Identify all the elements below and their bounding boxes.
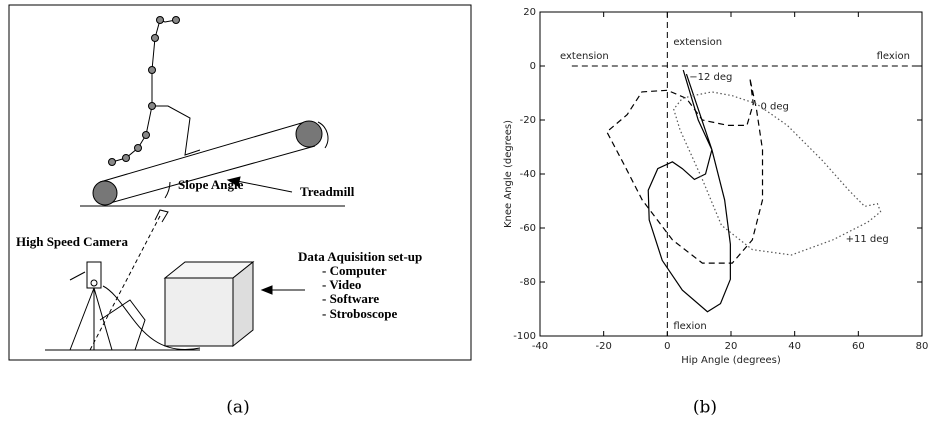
- x-tick-label: 80: [916, 341, 929, 352]
- leg-outline: [152, 105, 201, 156]
- belt-bottom: [109, 145, 316, 204]
- tripod: [93, 287, 113, 351]
- annotation: extension: [560, 51, 609, 62]
- y-tick-label: -100: [513, 331, 536, 342]
- curve: [673, 91, 882, 256]
- label: High Speed Camera: [16, 234, 128, 249]
- x-tick-label: -20: [595, 341, 611, 352]
- annotation: flexion: [673, 321, 706, 332]
- annotation: flexion: [877, 51, 910, 62]
- curve: [647, 69, 731, 313]
- arrow-head: [226, 176, 241, 187]
- y-tick-label: 20: [523, 7, 536, 18]
- x-tick-label: 40: [788, 341, 801, 352]
- x-tick-label: -40: [532, 341, 548, 352]
- y-axis-label: Knee Angle (degrees): [503, 120, 514, 228]
- belt-top: [99, 121, 306, 183]
- diagram-frame: [8, 4, 472, 361]
- curve-label: +11 deg: [846, 234, 889, 245]
- markers: [108, 16, 180, 166]
- curve: [606, 79, 764, 264]
- caption: (b): [693, 398, 717, 418]
- label: Data Aquisition set-up: [298, 249, 422, 264]
- treadmill-pointer: [231, 179, 293, 193]
- label: - Software: [322, 291, 379, 306]
- camera-lens: [90, 279, 98, 287]
- roller: [92, 180, 118, 206]
- label: - Stroboscope: [322, 306, 397, 321]
- y-tick-label: -80: [520, 277, 536, 288]
- y-tick-label: -20: [520, 115, 536, 126]
- x-axis-label: Hip Angle (degrees): [681, 355, 781, 366]
- y-tick-label: -60: [520, 223, 536, 234]
- tripod: [69, 287, 95, 351]
- setup-diagram: [8, 4, 472, 361]
- label: Treadmill: [300, 184, 355, 199]
- roller: [295, 120, 323, 148]
- curve-label: 0 deg: [760, 102, 788, 113]
- computer-box: [164, 277, 234, 347]
- arrow-head: [260, 285, 273, 295]
- plot: -40 -20 0 20 40 60 80 -100 -80 -60 -40 -20 0 20 Hip An…: [503, 7, 928, 366]
- label: Slope Angle: [178, 177, 244, 192]
- label: - Video: [322, 277, 361, 292]
- camera: [86, 261, 102, 289]
- annotation: extension: [673, 37, 722, 48]
- x-tick-label: 60: [852, 341, 865, 352]
- caption: (a): [226, 398, 249, 418]
- x-tick-label: 20: [725, 341, 738, 352]
- camera-pointer: [69, 271, 86, 281]
- curve-label: −12 deg: [689, 72, 732, 83]
- mirror: [154, 209, 169, 223]
- y-tick-label: 0: [530, 61, 536, 72]
- slope-arc: [164, 181, 171, 199]
- stand: [99, 299, 146, 351]
- label: - Computer: [322, 263, 387, 278]
- box-side: [232, 260, 254, 348]
- cable: [102, 285, 201, 351]
- rotation-arrow: [317, 121, 329, 149]
- y-tick-label: -40: [520, 169, 536, 180]
- x-tick-label: 0: [664, 341, 670, 352]
